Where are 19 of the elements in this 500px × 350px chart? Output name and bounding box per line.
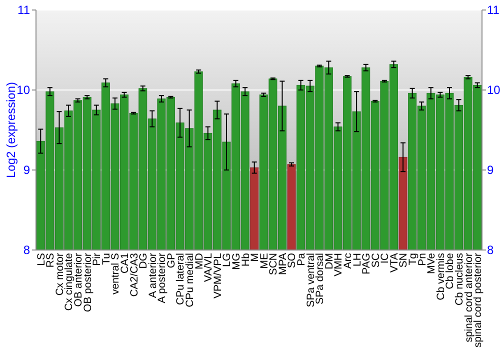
x-tick-label: LS	[35, 253, 48, 266]
x-tick-label: MVe	[426, 252, 438, 274]
x-tick-label: MD	[193, 252, 206, 270]
y2-tick-label: 11	[487, 3, 500, 18]
x-tick-label: spinal cord posterior	[472, 252, 484, 348]
y-tick-label: 10	[16, 83, 30, 98]
x-tick-label: CA2/CA3	[128, 252, 140, 297]
y2-tick-label: 8	[487, 243, 494, 258]
x-tick-label: CPu medial	[184, 253, 196, 308]
y-tick-label: 9	[23, 163, 30, 178]
x-tick-label: OB posterior	[82, 252, 94, 312]
y-axis-title: Log2 (expression)	[4, 82, 18, 178]
x-tick-label: LH	[351, 253, 364, 266]
x-tick-label: Hb	[240, 252, 252, 266]
y-tick-label: 8	[23, 243, 30, 258]
y2-tick-label: 9	[487, 163, 494, 178]
x-tick-label: spinal cord anterior	[462, 252, 475, 342]
y-tick-label: 11	[18, 3, 30, 18]
y2-tick-label: 10	[487, 83, 500, 98]
